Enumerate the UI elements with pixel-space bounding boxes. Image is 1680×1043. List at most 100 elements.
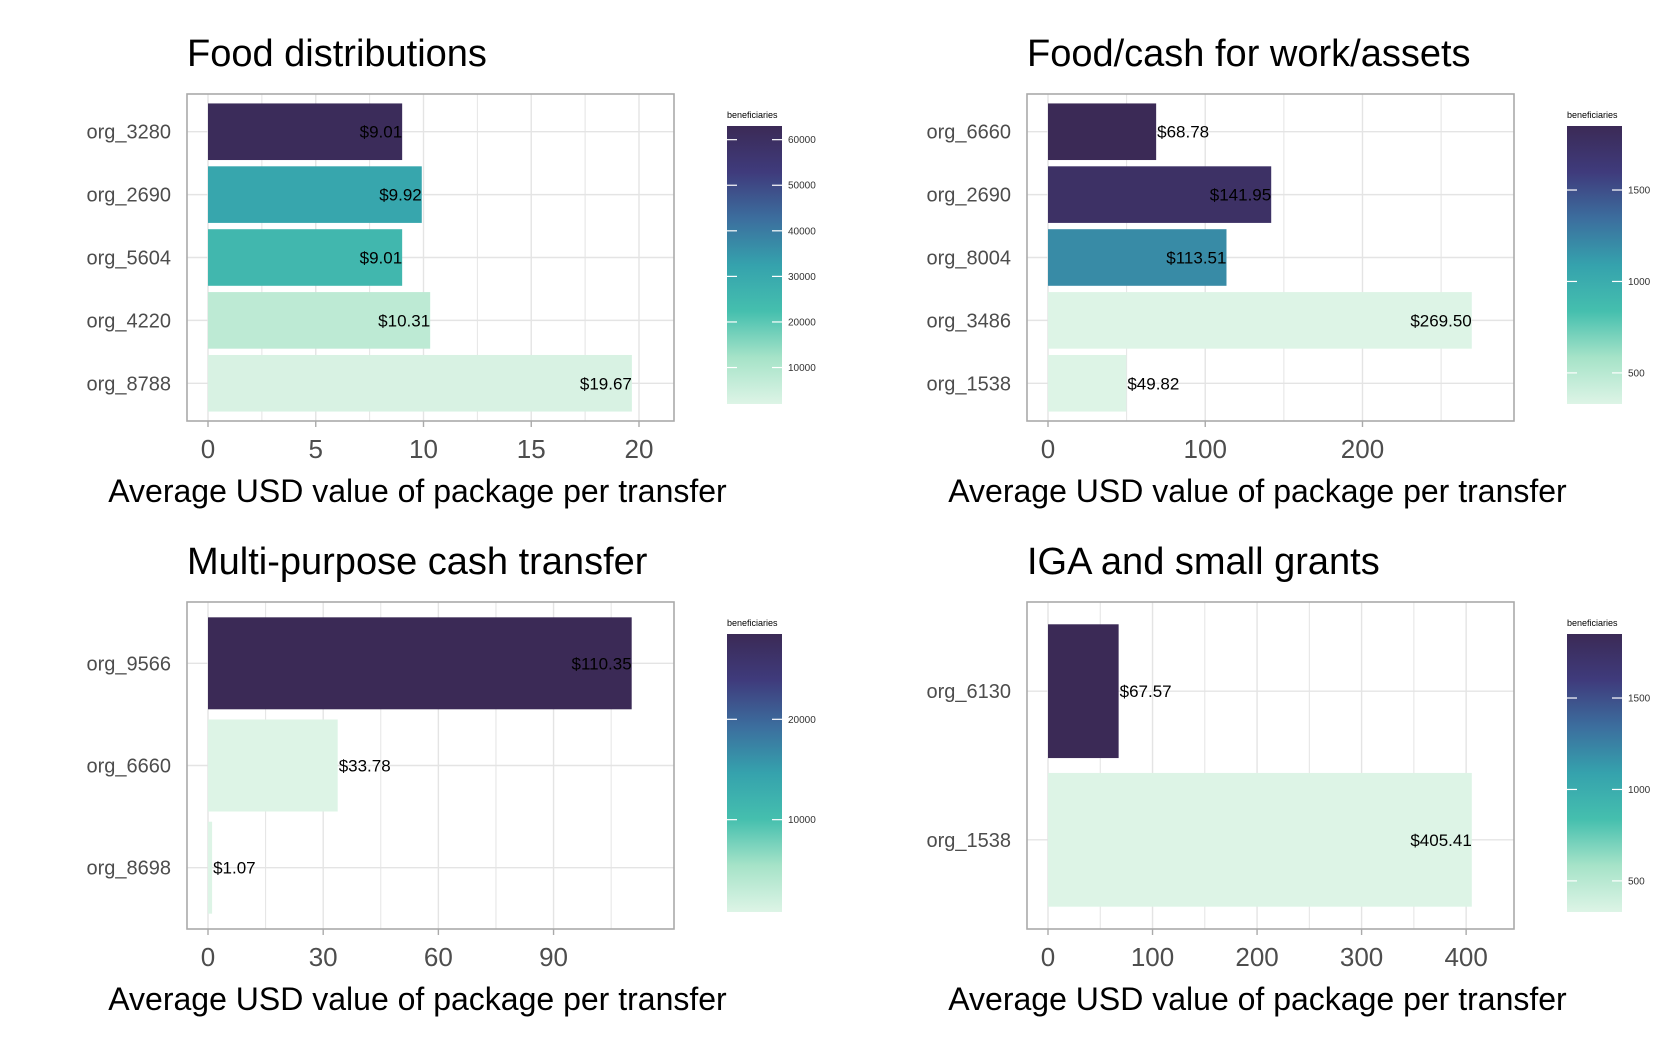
x-tick-label: 400 [1444,942,1487,972]
data-label: $68.78 [1157,123,1209,142]
bar-org_1538 [1048,354,1127,412]
data-label: $141.95 [1210,186,1271,205]
panel-border [186,93,675,422]
x-tick-label: 0 [1041,942,1055,972]
bar-org_3486 [1048,292,1472,349]
x-axis-title: Average USD value of package per transfe… [948,981,1567,1017]
y-tick-label: org_8698 [86,858,171,880]
y-tick-label: org_1538 [926,373,1011,395]
legend-title: beneficiaries [727,618,778,628]
legend-tick-label: 40000 [788,226,816,237]
x-tick-label: 5 [309,434,323,464]
legend-tick-label: 50000 [788,181,816,192]
legend-tick-label: 20000 [788,317,816,328]
data-label: $67.57 [1120,682,1172,701]
x-tick-label: 90 [539,942,568,972]
chart-panel-1: Food distributions org_3280 $9.01 org_2690 $… [86,33,816,509]
data-label: $110.35 [571,654,631,673]
x-tick-label: 15 [517,434,546,464]
x-axis-title: Average USD value of package per transfe… [108,473,727,509]
chart-title: Food/cash for work/assets [1027,33,1471,75]
chart-title: Multi-purpose cash transfer [187,541,648,583]
legend-colorbar [1567,126,1622,404]
chart-panel-3: Multi-purpose cash transfer org_9566 $110.… [86,541,816,1017]
x-tick-label: 300 [1340,942,1383,972]
legend-tick-label: 10000 [788,815,816,826]
y-tick-label: org_5604 [86,248,171,270]
bar-org_1538 [1048,772,1472,907]
y-tick-label: org_2690 [86,185,171,207]
bar-org_6660 [1048,103,1157,161]
bar-org_8698 [208,821,213,914]
y-tick-label: org_1538 [926,830,1011,852]
legend-colorbar [727,126,782,404]
bar-org_5604 [208,229,403,286]
legend-tick-label: 20000 [788,715,816,726]
data-label: $269.50 [1410,311,1471,330]
y-tick-label: org_8788 [86,373,171,395]
data-label: $9.01 [360,123,403,142]
chart-panel-4: IGA and small grants org_6130 $67.57 org_15… [926,541,1650,1017]
x-tick-label: 0 [201,434,215,464]
bar-org_8788 [208,354,632,412]
x-tick-label: 200 [1341,434,1384,464]
legend-tick-label: 1000 [1628,277,1651,288]
legend-tick-label: 30000 [788,272,816,283]
bar-org_8004 [1048,229,1227,286]
data-label: $9.01 [360,249,403,268]
y-tick-label: org_6660 [86,756,171,778]
x-tick-label: 100 [1131,942,1174,972]
y-tick-label: org_2690 [926,185,1011,207]
x-tick-label: 100 [1184,434,1227,464]
y-tick-label: org_9566 [86,653,171,675]
bar-org_2690 [1048,166,1272,223]
x-tick-label: 0 [1041,434,1055,464]
bar-org_6660 [208,719,338,812]
bar-org_6130 [1048,624,1119,759]
data-label: $9.92 [379,186,422,205]
y-tick-label: org_6130 [926,681,1011,703]
x-tick-label: 10 [409,434,438,464]
legend-colorbar [727,634,782,912]
data-label: $33.78 [339,757,391,776]
data-label: $1.07 [213,859,256,878]
data-label: $19.67 [580,374,632,393]
legend-tick-label: 500 [1628,876,1645,887]
x-tick-label: 200 [1235,942,1278,972]
x-tick-label: 60 [424,942,453,972]
y-tick-label: org_8004 [926,248,1011,270]
panel-border [1026,601,1515,930]
y-tick-label: org_6660 [926,122,1011,144]
legend-title: beneficiaries [727,110,778,120]
panel-border [1026,93,1515,422]
legend-title: beneficiaries [1567,618,1618,628]
chart-panel-2: Food/cash for work/assets org_6660 $68.78 o… [926,33,1650,509]
legend-title: beneficiaries [1567,110,1618,120]
y-tick-label: org_3486 [926,310,1011,332]
bar-org_4220 [208,292,431,349]
legend-tick-label: 1500 [1628,694,1651,705]
chart-title: IGA and small grants [1027,541,1380,583]
bar-org_2690 [208,166,422,223]
legend-tick-label: 60000 [788,135,816,146]
legend-colorbar [1567,634,1622,912]
data-label: $10.31 [378,311,430,330]
panel-border [186,601,675,930]
y-tick-label: org_3280 [86,122,171,144]
x-axis-title: Average USD value of package per transfe… [948,473,1567,509]
x-tick-label: 0 [201,942,215,972]
legend-tick-label: 1000 [1628,785,1651,796]
data-label: $49.82 [1127,374,1179,393]
bar-org_9566 [208,617,632,710]
chart-title: Food distributions [187,33,487,75]
data-label: $405.41 [1410,831,1471,850]
legend-tick-label: 500 [1628,368,1645,379]
legend-tick-label: 1500 [1628,186,1651,197]
x-tick-label: 30 [309,942,338,972]
data-label: $113.51 [1166,249,1226,268]
x-tick-label: 20 [625,434,654,464]
legend-tick-label: 10000 [788,363,816,374]
y-tick-label: org_4220 [86,310,171,332]
